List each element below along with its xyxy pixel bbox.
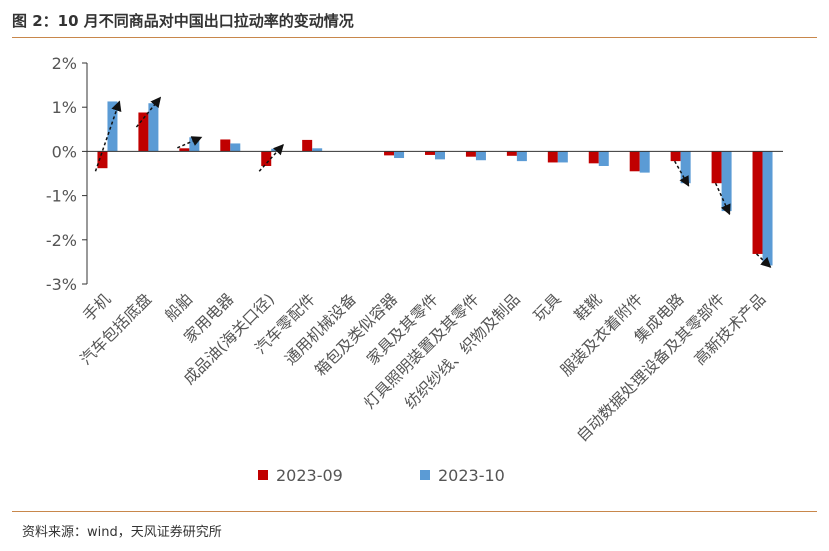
bar-2023-09-12 <box>588 151 599 164</box>
bar-2023-09-11 <box>547 151 558 163</box>
bar-2023-09-16 <box>752 151 763 254</box>
change-arrow <box>258 143 284 172</box>
x-category-label: 船舶 <box>162 290 197 325</box>
bar-2023-09-9 <box>465 151 476 157</box>
bar-2023-09-1 <box>138 112 149 152</box>
y-tick-label: -1% <box>46 187 77 206</box>
bar-2023-09-8 <box>425 151 435 155</box>
bar-2023-10-13 <box>639 151 650 173</box>
bar-2023-10-5 <box>312 148 323 152</box>
change-arrow <box>135 96 162 128</box>
bar-2023-10-8 <box>435 151 445 160</box>
bar-2023-10-0 <box>107 101 118 152</box>
top-rule <box>12 37 817 38</box>
chart-title: 图 2：10 月不同商品对中国出口拉动率的变动情况 <box>12 12 354 30</box>
y-tick-label: -3% <box>46 275 77 294</box>
y-tick-label: 1% <box>52 98 77 117</box>
bar-2023-10-9 <box>475 151 486 161</box>
legend: 2023-09 2023-10 <box>258 466 505 485</box>
bar-2023-10-14 <box>680 151 691 184</box>
y-axis: 2% 1% 0% -1% -2% -3% <box>46 54 88 294</box>
change-arrow <box>94 100 122 172</box>
x-category-label: 手机 <box>80 290 115 325</box>
bar-2023-10-12 <box>598 151 609 166</box>
bar-2023-09-10 <box>506 151 517 156</box>
bar-2023-10-10 <box>516 151 527 162</box>
legend-label: 2023-09 <box>276 466 343 485</box>
bars <box>97 101 773 266</box>
source-note: 资料来源：wind，天风证券研究所 <box>22 525 222 540</box>
bottom-rule <box>12 511 817 512</box>
legend-swatch <box>420 470 430 480</box>
bar-2023-10-11 <box>557 151 568 163</box>
legend-swatch <box>258 470 268 480</box>
bar-2023-10-15 <box>721 151 732 212</box>
bar-2023-09-0 <box>97 151 108 169</box>
bar-2023-10-16 <box>762 151 773 266</box>
change-arrow <box>673 160 690 187</box>
bar-2023-09-5 <box>302 139 313 152</box>
change-arrows <box>94 96 772 268</box>
bar-2023-09-7 <box>384 151 395 156</box>
y-tick-label: 2% <box>52 54 77 73</box>
bar-2023-09-14 <box>670 151 681 162</box>
bar-2023-10-7 <box>394 151 405 159</box>
change-arrow <box>177 136 203 149</box>
bar-2023-09-13 <box>629 151 640 172</box>
bar-2023-10-3 <box>230 143 241 152</box>
bar-2023-09-15 <box>711 151 722 184</box>
x-category-label: 玩具 <box>530 290 565 325</box>
change-arrow <box>714 182 731 216</box>
legend-label: 2023-10 <box>438 466 505 485</box>
bar-2023-09-3 <box>220 139 231 152</box>
x-category-label: 鞋靴 <box>571 290 606 325</box>
bar-2023-10-1 <box>148 103 159 152</box>
y-tick-label: 0% <box>52 142 77 161</box>
bar-2023-09-4 <box>261 151 272 166</box>
y-tick-label: -2% <box>46 231 77 250</box>
bar-2023-09-2 <box>179 148 190 152</box>
x-category-label: 汽车包括底盘 <box>76 289 155 368</box>
